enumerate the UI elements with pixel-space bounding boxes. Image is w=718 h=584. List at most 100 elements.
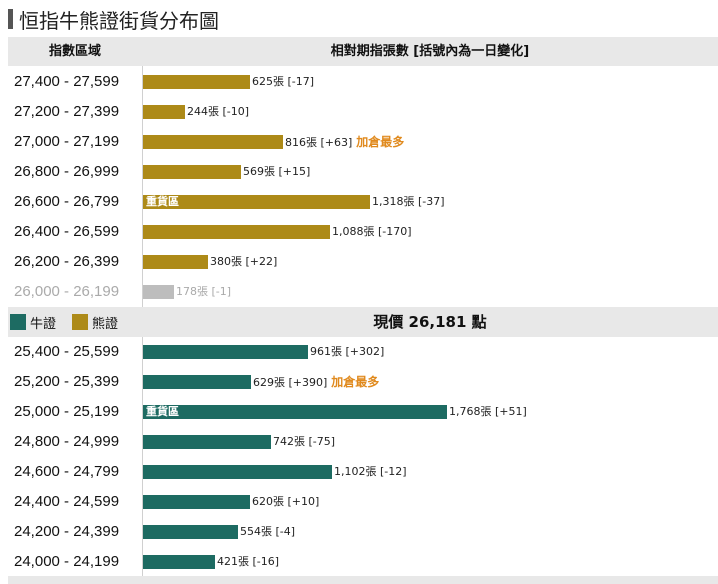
bear-bar bbox=[143, 105, 185, 119]
bear-bar bbox=[143, 255, 208, 269]
legend: 牛證 熊證 bbox=[8, 307, 132, 337]
axis-line-bull bbox=[142, 337, 143, 576]
bear-value-text: 1,088張 [-170] bbox=[332, 225, 412, 238]
bear-value-text: 380張 [+22] bbox=[210, 255, 278, 268]
header-range: 指數區域 bbox=[48, 44, 101, 59]
bull-value-text: 1,102張 [-12] bbox=[334, 465, 407, 478]
bear-range-label: 27,200 - 27,399 bbox=[14, 103, 120, 120]
bull-value-label: 742張 [-75] bbox=[273, 427, 335, 457]
bull-bar bbox=[143, 465, 332, 479]
table-header: 指數區域 相對期指張數 [括號內為一日變化] bbox=[8, 37, 718, 66]
bull-bar bbox=[143, 525, 238, 539]
legend-bull-swatch bbox=[10, 314, 26, 330]
bull-range-label: 24,200 - 24,399 bbox=[14, 523, 120, 540]
bear-range-label: 26,200 - 26,399 bbox=[14, 253, 120, 270]
bear-row: 26,000 - 26,199 178張 [-1] bbox=[8, 277, 718, 307]
bear-value-label: 178張 [-1] bbox=[176, 277, 231, 307]
header-bars: 相對期指張數 [括號內為一日變化] bbox=[330, 44, 530, 59]
bear-row: 27,200 - 27,399 244張 [-10] bbox=[8, 97, 718, 127]
bull-note-label: 加倉最多 bbox=[331, 375, 380, 389]
bear-row: 26,800 - 26,999 569張 [+15] bbox=[8, 157, 718, 187]
bull-heavy-zone-label: 重貨區 bbox=[146, 405, 179, 418]
bear-row: 27,400 - 27,599 625張 [-17] bbox=[8, 67, 718, 97]
bull-value-label: 1,768張 [+51] bbox=[449, 397, 527, 427]
legend-bar: 牛證 熊證 現價 26,181 點 bbox=[8, 307, 718, 337]
bull-row: 24,200 - 24,399 554張 [-4] bbox=[8, 517, 718, 547]
bull-value-text: 620張 [+10] bbox=[252, 495, 320, 508]
bear-row: 26,600 - 26,799 重貨區 1,318張 [-37] bbox=[8, 187, 718, 217]
bull-bar bbox=[143, 345, 308, 359]
bear-bar bbox=[143, 165, 241, 179]
bear-range-label: 26,000 - 26,199 bbox=[14, 283, 120, 300]
bull-value-text: 742張 [-75] bbox=[273, 435, 336, 448]
bull-row: 24,600 - 24,799 1,102張 [-12] bbox=[8, 457, 718, 487]
bull-range-label: 24,600 - 24,799 bbox=[14, 463, 120, 480]
bear-bar bbox=[143, 135, 283, 149]
bull-bar bbox=[143, 375, 251, 389]
bull-range-label: 25,000 - 25,199 bbox=[14, 403, 120, 420]
bull-value-label: 421張 [-16] bbox=[217, 547, 279, 577]
bear-value-label: 244張 [-10] bbox=[187, 97, 249, 127]
bull-row: 25,200 - 25,399 629張 [+390] 加倉最多 bbox=[8, 367, 718, 397]
bear-range-label: 26,400 - 26,599 bbox=[14, 223, 120, 240]
bull-range-label: 24,000 - 24,199 bbox=[14, 553, 120, 570]
bear-value-label: 1,088張 [-170] bbox=[332, 217, 412, 247]
bull-value-label: 961張 [+302] bbox=[310, 337, 384, 367]
bull-value-text: 1,768張 [+51] bbox=[449, 405, 527, 418]
title-block: 恒指牛熊證街貨分布圖 bbox=[8, 6, 219, 33]
bull-value-label: 629張 [+390] 加倉最多 bbox=[253, 367, 379, 397]
bear-value-label: 380張 [+22] bbox=[210, 247, 277, 277]
bear-row: 27,000 - 27,199 816張 [+63] 加倉最多 bbox=[8, 127, 718, 157]
bull-value-label: 620張 [+10] bbox=[252, 487, 319, 517]
bull-value-text: 421張 [-16] bbox=[217, 555, 280, 568]
bear-bar bbox=[143, 75, 250, 89]
bear-value-text: 625張 [-17] bbox=[252, 75, 315, 88]
bear-value-text: 569張 [+15] bbox=[243, 165, 311, 178]
bear-note-label: 加倉最多 bbox=[356, 135, 405, 149]
bull-value-text: 554張 [-4] bbox=[240, 525, 296, 538]
bull-row: 25,000 - 25,199 重貨區 1,768張 [+51] bbox=[8, 397, 718, 427]
bull-range-label: 24,400 - 24,599 bbox=[14, 493, 120, 510]
bear-row: 26,400 - 26,599 1,088張 [-170] bbox=[8, 217, 718, 247]
bull-value-text: 629張 [+390] bbox=[253, 376, 328, 389]
page-title: 恒指牛熊證街貨分布圖 bbox=[19, 8, 219, 33]
bull-value-label: 554張 [-4] bbox=[240, 517, 295, 547]
title-accent-bar bbox=[8, 9, 13, 29]
bull-bar bbox=[143, 555, 215, 569]
bear-range-label: 26,600 - 26,799 bbox=[14, 193, 120, 210]
bear-value-label: 1,318張 [-37] bbox=[372, 187, 445, 217]
bear-value-text: 1,318張 [-37] bbox=[372, 195, 445, 208]
bear-range-label: 27,000 - 27,199 bbox=[14, 133, 120, 150]
bull-value-text: 961張 [+302] bbox=[310, 345, 385, 358]
bull-bar bbox=[143, 435, 271, 449]
bull-row: 24,000 - 24,199 421張 [-16] bbox=[8, 547, 718, 577]
legend-bear-label: 熊證 bbox=[92, 316, 119, 332]
table-footer bbox=[8, 576, 718, 584]
bear-value-label: 625張 [-17] bbox=[252, 67, 314, 97]
legend-bear-swatch bbox=[72, 314, 89, 330]
bull-range-label: 25,400 - 25,599 bbox=[14, 343, 120, 360]
bear-range-label: 26,800 - 26,999 bbox=[14, 163, 120, 180]
bull-row: 24,800 - 24,999 742張 [-75] bbox=[8, 427, 718, 457]
legend-bull-label: 牛證 bbox=[30, 316, 57, 332]
bear-value-label: 569張 [+15] bbox=[243, 157, 310, 187]
bull-value-label: 1,102張 [-12] bbox=[334, 457, 407, 487]
bear-bar bbox=[143, 285, 174, 299]
current-price: 現價 26,181 點 bbox=[373, 313, 487, 331]
bull-range-label: 24,800 - 24,999 bbox=[14, 433, 120, 450]
bear-bar: 重貨區 bbox=[143, 195, 370, 209]
bear-value-label: 816張 [+63] 加倉最多 bbox=[285, 127, 404, 157]
axis-line-bear bbox=[142, 66, 143, 307]
bull-row: 25,400 - 25,599 961張 [+302] bbox=[8, 337, 718, 367]
bear-bar bbox=[143, 225, 330, 239]
bear-value-text: 816張 [+63] bbox=[285, 136, 353, 149]
bear-heavy-zone-label: 重貨區 bbox=[146, 195, 179, 208]
bear-range-label: 27,400 - 27,599 bbox=[14, 73, 120, 90]
bull-range-label: 25,200 - 25,399 bbox=[14, 373, 120, 390]
bull-bar bbox=[143, 495, 250, 509]
bull-row: 24,400 - 24,599 620張 [+10] bbox=[8, 487, 718, 517]
bull-bar: 重貨區 bbox=[143, 405, 447, 419]
bear-row: 26,200 - 26,399 380張 [+22] bbox=[8, 247, 718, 277]
bear-value-text: 244張 [-10] bbox=[187, 105, 250, 118]
bear-value-text: 178張 [-1] bbox=[176, 285, 232, 298]
